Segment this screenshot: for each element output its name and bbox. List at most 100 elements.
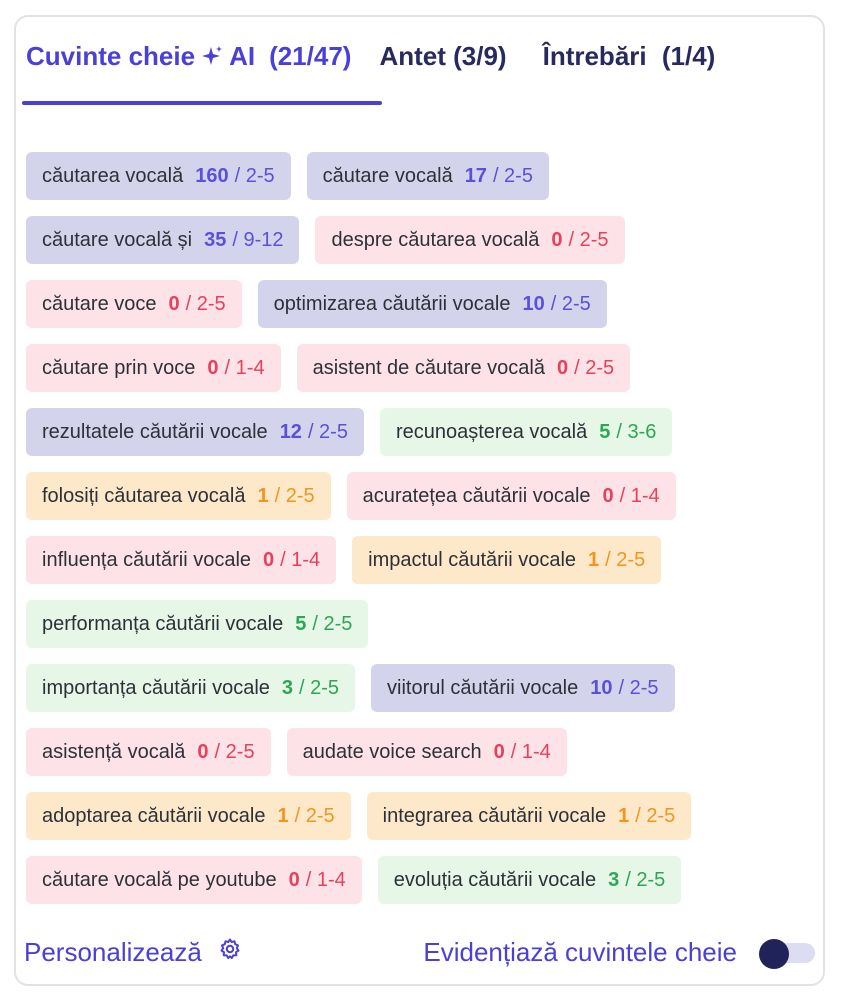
keyword-text: căutare voce xyxy=(42,292,157,315)
keyword-count: 1 xyxy=(588,548,600,571)
keyword-row: căutare voce 0/ 2-5 optimizarea căutării v… xyxy=(26,280,816,328)
keyword-count: 0 xyxy=(556,356,569,379)
keyword-count: 0 xyxy=(168,292,180,315)
tab-questions-count: (1/4) xyxy=(661,41,716,71)
tab-questions[interactable]: Întrebări (1/4) xyxy=(543,41,728,72)
keyword-chip[interactable]: integrarea căutării vocale 1/ 2-5 xyxy=(366,792,692,840)
keyword-range: / 2-5 xyxy=(214,740,255,763)
keyword-count: 3 xyxy=(608,868,620,891)
keyword-chip[interactable]: căutarea vocală 160/ 2-5 xyxy=(26,152,291,200)
keyword-count: 1 xyxy=(618,804,630,827)
keyword-text: recunoașterea vocală xyxy=(395,420,588,443)
tab-questions-label: Întrebări xyxy=(542,41,647,71)
keyword-range: / 2-5 xyxy=(550,292,591,315)
keyword-chip[interactable]: audate voice search 0/ 1-4 xyxy=(286,728,567,776)
keyword-chip[interactable]: influența căutării vocale 0/ 1-4 xyxy=(26,536,337,584)
keyword-chip[interactable]: folosiți căutarea vocală 1/ 2-5 xyxy=(26,472,331,520)
keyword-count: 1 xyxy=(277,804,289,827)
keyword-panel: Cuvinte cheie AI (21/47) Antet (3/9) Între… xyxy=(14,15,825,986)
keyword-text: folosiți căutarea vocală xyxy=(42,484,246,507)
keyword-count: 0 xyxy=(551,228,563,251)
keyword-row: căutare vocală și 35/ 9-12 despre căutarea… xyxy=(26,216,816,264)
keyword-chip[interactable]: viitorul căutării vocale 10/ 2-5 xyxy=(371,664,675,712)
tab-bar: Cuvinte cheie AI (21/47) Antet (3/9) Între… xyxy=(26,41,727,74)
keyword-text: acuratețea căutării vocale xyxy=(362,484,591,507)
keyword-count: 0 xyxy=(207,356,219,379)
keyword-count: 0 xyxy=(197,740,209,763)
active-tab-underline xyxy=(22,101,382,105)
keyword-count: 35 xyxy=(204,228,227,251)
keyword-chip[interactable]: recunoașterea vocală 5/ 3-6 xyxy=(379,408,673,456)
keyword-chip[interactable]: căutare vocală 17/ 2-5 xyxy=(306,152,549,200)
keyword-count: 12 xyxy=(279,420,302,443)
keyword-count: 17 xyxy=(464,164,487,187)
keyword-chip[interactable]: căutare vocală pe youtube 0/ 1-4 xyxy=(26,856,362,904)
keyword-chip-list: căutarea vocală 160/ 2-5 căutare vocală 17/… xyxy=(26,152,816,920)
keyword-text: asistent de căutare vocală xyxy=(312,356,545,379)
tab-header[interactable]: Antet (3/9) xyxy=(379,41,518,72)
keyword-chip[interactable]: căutare prin voce 0/ 1-4 xyxy=(26,344,281,392)
keyword-text: impactul căutării vocale xyxy=(368,548,577,571)
keyword-text: rezultatele căutării vocale xyxy=(42,420,268,443)
keyword-range: / 2-5 xyxy=(618,676,659,699)
keyword-row: căutarea vocală 160/ 2-5 căutare vocală 17/… xyxy=(26,152,816,200)
keyword-text: influența căutării vocale xyxy=(42,548,252,571)
keyword-text: evoluția căutării vocale xyxy=(393,868,597,891)
keyword-text: adoptarea căutării vocale xyxy=(42,804,266,827)
keyword-text: căutare vocală xyxy=(322,164,453,187)
keyword-chip[interactable]: performanța căutării vocale 5/ 2-5 xyxy=(26,600,369,648)
keyword-range: / 2-5 xyxy=(185,292,226,315)
keyword-count: 160 xyxy=(195,164,229,187)
keyword-chip[interactable]: importanța căutării vocale 3/ 2-5 xyxy=(26,664,356,712)
keyword-text: căutare vocală pe youtube xyxy=(42,868,277,891)
keyword-range: / 2-5 xyxy=(605,548,646,571)
gear-icon xyxy=(218,937,242,968)
keyword-range: / 1-4 xyxy=(280,548,321,571)
keyword-count: 1 xyxy=(257,484,269,507)
keyword-chip[interactable]: despre căutarea vocală 0/ 2-5 xyxy=(315,216,625,264)
keyword-chip[interactable]: asistență vocală 0/ 2-5 xyxy=(26,728,271,776)
keyword-chip[interactable]: impactul căutării vocale 1/ 2-5 xyxy=(352,536,662,584)
keyword-count: 5 xyxy=(599,420,611,443)
keyword-chip[interactable]: asistent de căutare vocală 0/ 2-5 xyxy=(296,344,631,392)
keyword-range: / 9-12 xyxy=(232,228,284,251)
keyword-chip[interactable]: căutare voce 0/ 2-5 xyxy=(26,280,242,328)
keyword-range: / 2-5 xyxy=(625,868,666,891)
keyword-chip[interactable]: optimizarea căutării vocale 10/ 2-5 xyxy=(257,280,607,328)
keyword-range: / 1-4 xyxy=(510,740,551,763)
keyword-text: viitorul căutării vocale xyxy=(387,676,579,699)
keyword-text: asistență vocală xyxy=(42,740,186,763)
tab-header-count: (3/9) xyxy=(453,41,507,71)
customize-button[interactable]: Personalizează xyxy=(24,937,242,968)
keyword-range: / 2-5 xyxy=(312,612,353,635)
sparkle-icon xyxy=(201,43,223,74)
tab-keywords-ai: AI xyxy=(229,41,256,71)
keyword-range: / 2-5 xyxy=(299,676,340,699)
keyword-chip[interactable]: evoluția căutării vocale 3/ 2-5 xyxy=(377,856,682,904)
keyword-text: integrarea căutării vocale xyxy=(382,804,607,827)
keyword-row: influența căutării vocale 0/ 1-4 impactul … xyxy=(26,536,816,584)
tab-keywords-label: Cuvinte cheie xyxy=(26,41,196,71)
keyword-chip[interactable]: rezultatele căutării vocale 12/ 2-5 xyxy=(26,408,364,456)
keyword-chip[interactable]: acuratețea căutării vocale 0/ 1-4 xyxy=(346,472,676,520)
keyword-range: / 2-5 xyxy=(234,164,275,187)
keyword-text: despre căutarea vocală xyxy=(331,228,540,251)
toggle-knob xyxy=(759,938,789,969)
highlight-keywords-toggle[interactable] xyxy=(759,938,817,969)
keyword-range: / 1-4 xyxy=(224,356,265,379)
keyword-chip[interactable]: adoptarea căutării vocale 1/ 2-5 xyxy=(26,792,351,840)
keyword-count: 5 xyxy=(295,612,307,635)
keyword-count: 0 xyxy=(602,484,614,507)
keyword-text: importanța căutării vocale xyxy=(42,676,270,699)
keyword-range: / 1-4 xyxy=(305,868,346,891)
keyword-text: optimizarea căutării vocale xyxy=(273,292,511,315)
highlight-keywords-control: Evidențiază cuvintele cheie xyxy=(423,937,817,969)
highlight-keywords-label: Evidențiază cuvintele cheie xyxy=(423,937,737,967)
keyword-chip[interactable]: căutare vocală și 35/ 9-12 xyxy=(26,216,300,264)
tab-keywords[interactable]: Cuvinte cheie AI (21/47) xyxy=(26,41,355,74)
keyword-row: asistență vocală 0/ 2-5 audate voice searc… xyxy=(26,728,816,776)
keyword-text: căutarea vocală xyxy=(42,164,184,187)
keyword-range: / 2-5 xyxy=(492,164,533,187)
keyword-count: 0 xyxy=(493,740,505,763)
customize-label: Personalizează xyxy=(24,937,202,967)
